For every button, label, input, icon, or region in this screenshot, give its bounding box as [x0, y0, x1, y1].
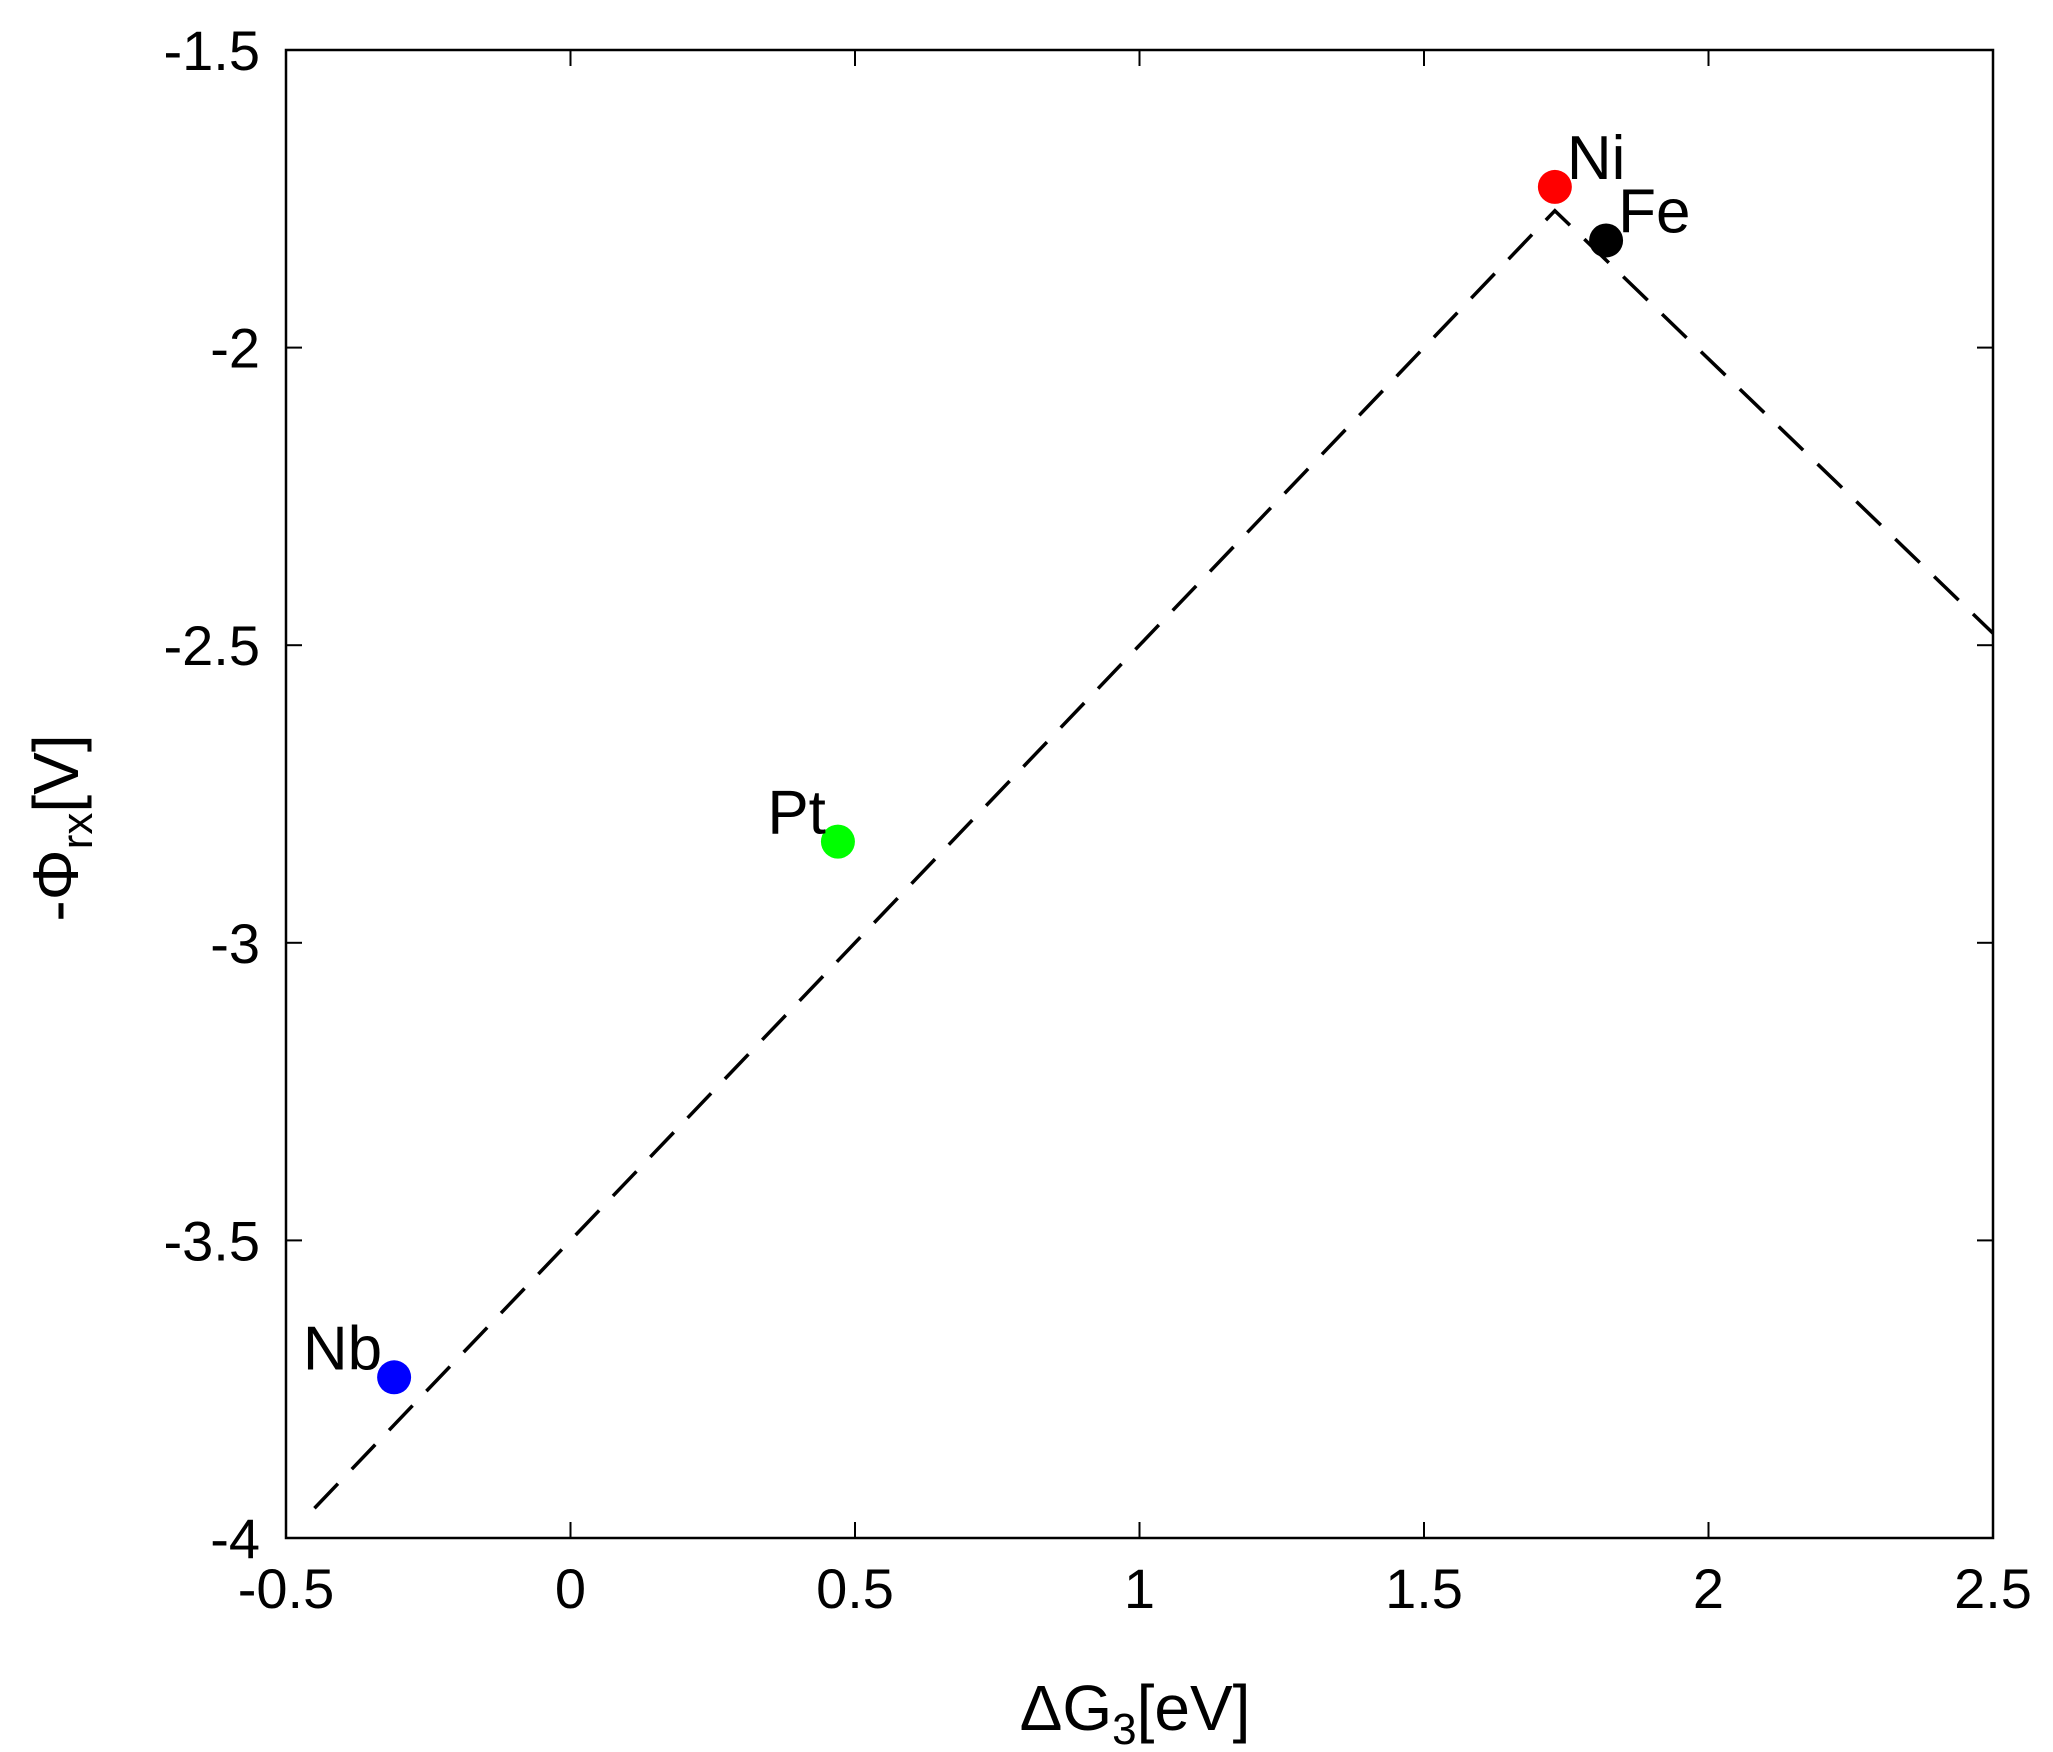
x-tick-label: 2.5 — [1954, 1557, 2032, 1620]
x-tick-label: 2 — [1693, 1557, 1724, 1620]
point-label-fe: Fe — [1618, 177, 1690, 246]
data-point-ni — [1537, 169, 1572, 204]
data-point-fe — [1589, 223, 1624, 258]
y-tick-label: -3.5 — [164, 1209, 261, 1272]
data-point-pt — [820, 824, 855, 859]
x-tick-label: 1 — [1124, 1557, 1155, 1620]
x-tick-label: 0.5 — [816, 1557, 894, 1620]
x-tick-label: 1.5 — [1385, 1557, 1463, 1620]
y-tick-label: -4 — [210, 1507, 260, 1570]
y-axis-title: -Φrx[V] — [20, 734, 102, 921]
x-axis-title: ΔG3[eV] — [1020, 1672, 1251, 1752]
dashed-trend-line — [313, 208, 1995, 1510]
point-label-ni: Ni — [1567, 124, 1626, 193]
data-series — [313, 208, 1995, 1510]
axis-tick-labels: -0.5 0 0.5 1 1.5 2 2.5 -4 -3.5 -3 -2.5 -2 -1.5 — [164, 19, 2032, 1620]
y-tick-label: -1.5 — [164, 19, 261, 82]
point-label-nb: Nb — [303, 1314, 382, 1383]
axis-ticks — [285, 49, 1994, 1539]
y-tick-label: -2 — [210, 317, 260, 380]
y-tick-label: -2.5 — [164, 614, 261, 677]
data-point-nb — [377, 1360, 412, 1395]
y-tick-label: -3 — [210, 912, 260, 975]
point-label-pt: Pt — [767, 779, 826, 848]
x-tick-label: 0 — [555, 1557, 586, 1620]
x-tick-label: -0.5 — [238, 1557, 335, 1620]
